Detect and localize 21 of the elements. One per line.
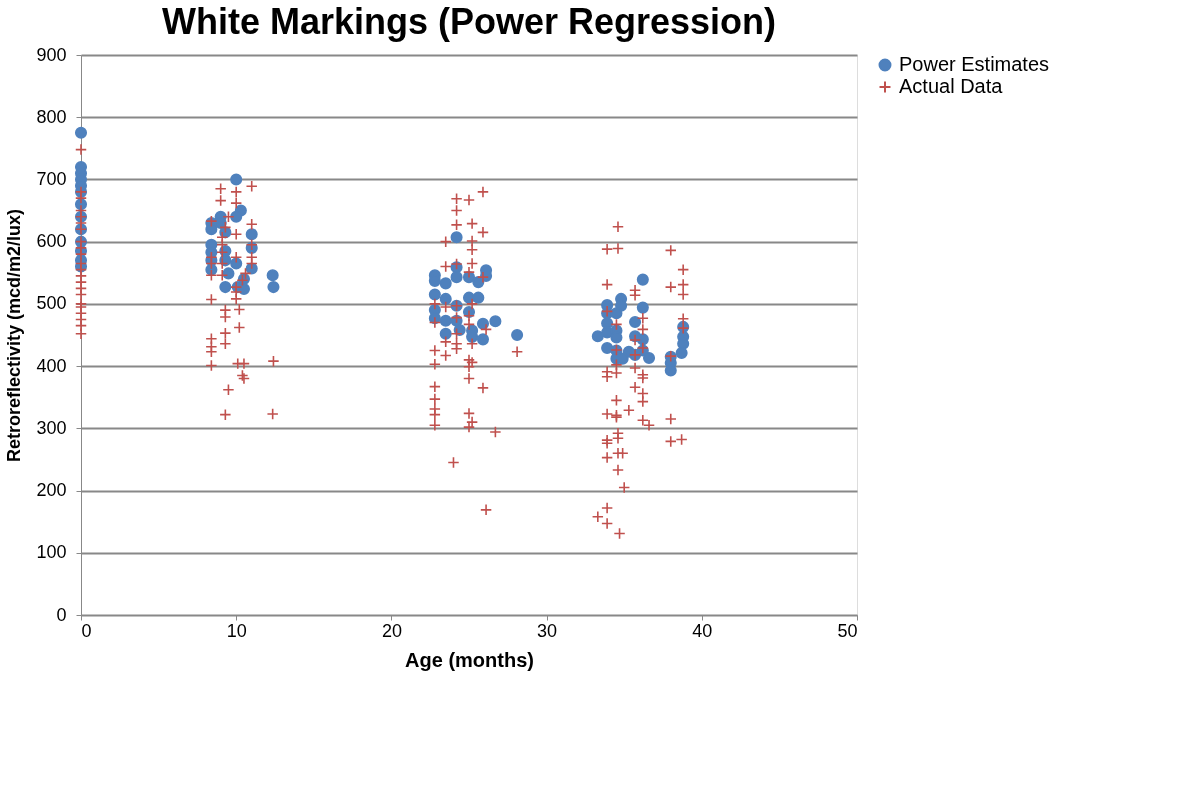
y-tick-label: 300 <box>36 417 67 438</box>
y-tick-label: 100 <box>36 542 67 563</box>
y-tick-label: 500 <box>36 293 67 314</box>
x-tick-label: 50 <box>837 620 858 641</box>
x-tick-label: 0 <box>81 620 92 641</box>
y-tick-label: 0 <box>56 604 67 625</box>
y-axis-title: Retroreflectivity (mcd/m2/lux) <box>4 208 25 463</box>
y-tick-label: 400 <box>36 355 67 376</box>
legend-label: Actual Data <box>899 75 1004 97</box>
x-tick-label: 30 <box>537 620 558 641</box>
x-axis-title: Age (months) <box>405 648 534 671</box>
y-tick-label: 200 <box>36 480 67 501</box>
y-tick-label: 700 <box>36 168 67 189</box>
y-tick-label: 800 <box>36 106 67 127</box>
y-tick-label: 600 <box>36 231 67 252</box>
x-tick-label: 10 <box>226 620 247 641</box>
x-tick-label: 20 <box>381 620 402 641</box>
legend-label: Power Estimates <box>899 53 1050 75</box>
y-tick-label: 900 <box>36 44 67 65</box>
x-tick-label: 40 <box>692 620 713 641</box>
chart-title: White Markings (Power Regression) <box>161 1 777 42</box>
